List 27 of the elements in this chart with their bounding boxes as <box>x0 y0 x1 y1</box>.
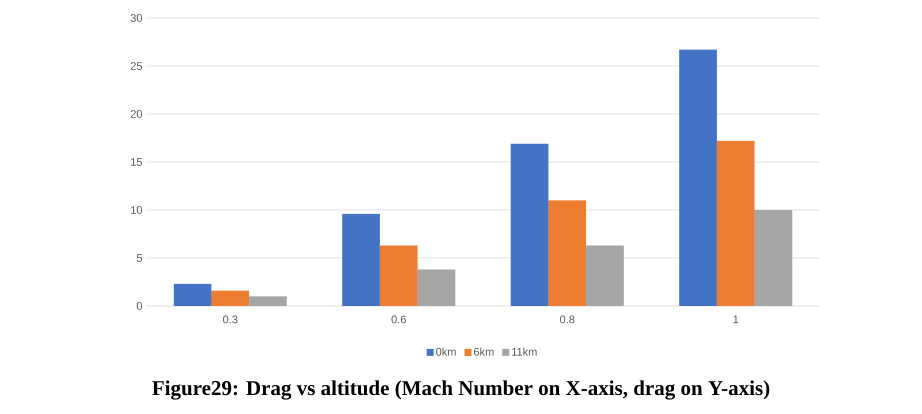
bar <box>510 144 548 306</box>
text: Figure29: Drag vs altitude (Mach Number on X-axis, drag on Y-axis) <box>152 380 770 400</box>
bar <box>249 296 287 306</box>
x-tick-label: 0.8 <box>560 316 574 324</box>
bar <box>679 50 717 306</box>
bar <box>548 200 586 306</box>
bar <box>586 246 624 306</box>
bar <box>418 270 456 306</box>
legend-label: 6km <box>474 348 494 356</box>
y-tick-label: 10 <box>131 206 142 214</box>
bar <box>380 246 418 306</box>
y-tick-label: 25 <box>130 62 142 70</box>
x-tick-label: 1 <box>734 316 738 324</box>
y-tick-label: 20 <box>130 110 142 118</box>
bar <box>754 210 792 306</box>
y-tick-label: 15 <box>131 158 142 166</box>
y-tick-label: 30 <box>130 14 142 22</box>
legend-label: 11km <box>512 348 537 356</box>
bar <box>211 290 250 306</box>
x-tick-label: 0.6 <box>392 316 406 324</box>
y-tick-label: 0 <box>136 302 142 310</box>
bar <box>174 284 212 306</box>
y-tick-label: 5 <box>136 254 142 262</box>
bar <box>716 140 755 306</box>
x-tick-label: 0.3 <box>223 316 238 324</box>
legend-label: 0km <box>436 348 456 356</box>
bar <box>342 214 380 306</box>
